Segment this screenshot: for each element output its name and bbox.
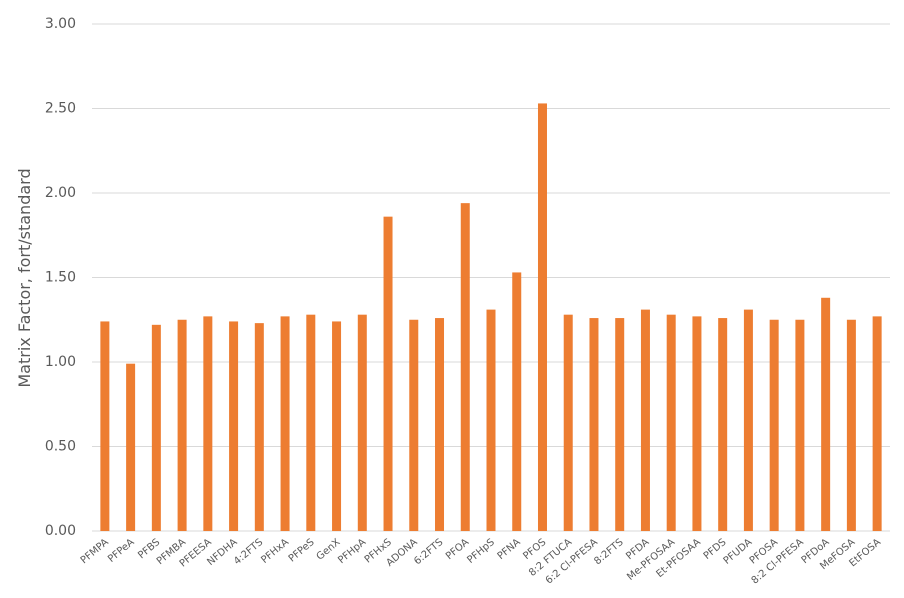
x-tick-label: 6:2FTS — [412, 537, 445, 567]
bar — [486, 309, 496, 531]
bar — [229, 321, 239, 531]
bar — [151, 324, 161, 531]
bar — [126, 363, 136, 531]
bar — [357, 314, 367, 531]
x-tick-label: PFHxA — [259, 537, 291, 566]
bar — [795, 319, 805, 531]
bar — [537, 103, 547, 532]
y-tick-label: 1.50 — [45, 270, 76, 286]
bar — [460, 203, 470, 531]
x-tick-label: 4:2FTS — [232, 537, 265, 567]
bar — [203, 316, 213, 531]
y-tick-label: 0.50 — [45, 439, 76, 455]
bar — [640, 309, 650, 531]
x-tick-label: PFUDA — [722, 537, 755, 567]
bar — [100, 321, 110, 531]
bar — [383, 216, 393, 531]
bar — [409, 319, 419, 531]
y-tick-label: 3.00 — [45, 16, 76, 32]
y-axis-label: Matrix Factor, fort/standard — [15, 168, 34, 387]
y-tick-label: 1.00 — [45, 354, 76, 370]
x-tick-label: PFNA — [496, 537, 523, 562]
bar — [718, 318, 728, 531]
x-tick-label: 8:2FTS — [592, 537, 625, 567]
bar — [280, 316, 290, 531]
bar — [254, 323, 264, 531]
bar — [177, 319, 187, 531]
bar — [563, 314, 573, 531]
bar — [512, 272, 522, 531]
bar — [589, 318, 599, 531]
x-tick-label: PFPeS — [287, 537, 317, 565]
bar — [821, 297, 831, 531]
bar — [666, 314, 676, 531]
bar — [769, 319, 779, 531]
bar — [692, 316, 702, 531]
y-tick-label: 0.00 — [45, 523, 76, 539]
bar — [332, 321, 342, 531]
y-tick-label: 2.00 — [45, 185, 76, 201]
bar — [872, 316, 882, 531]
bar — [306, 314, 316, 531]
x-tick-label: PFHpS — [465, 537, 497, 566]
x-tick-label: PFHpA — [336, 537, 368, 566]
y-tick-label: 2.50 — [45, 101, 76, 117]
bar — [846, 319, 856, 531]
bar — [615, 318, 625, 531]
bar — [743, 309, 753, 531]
x-tick-label: PFMPA — [79, 537, 111, 567]
x-tick-label: PFPeA — [106, 537, 137, 565]
bar — [435, 318, 445, 531]
